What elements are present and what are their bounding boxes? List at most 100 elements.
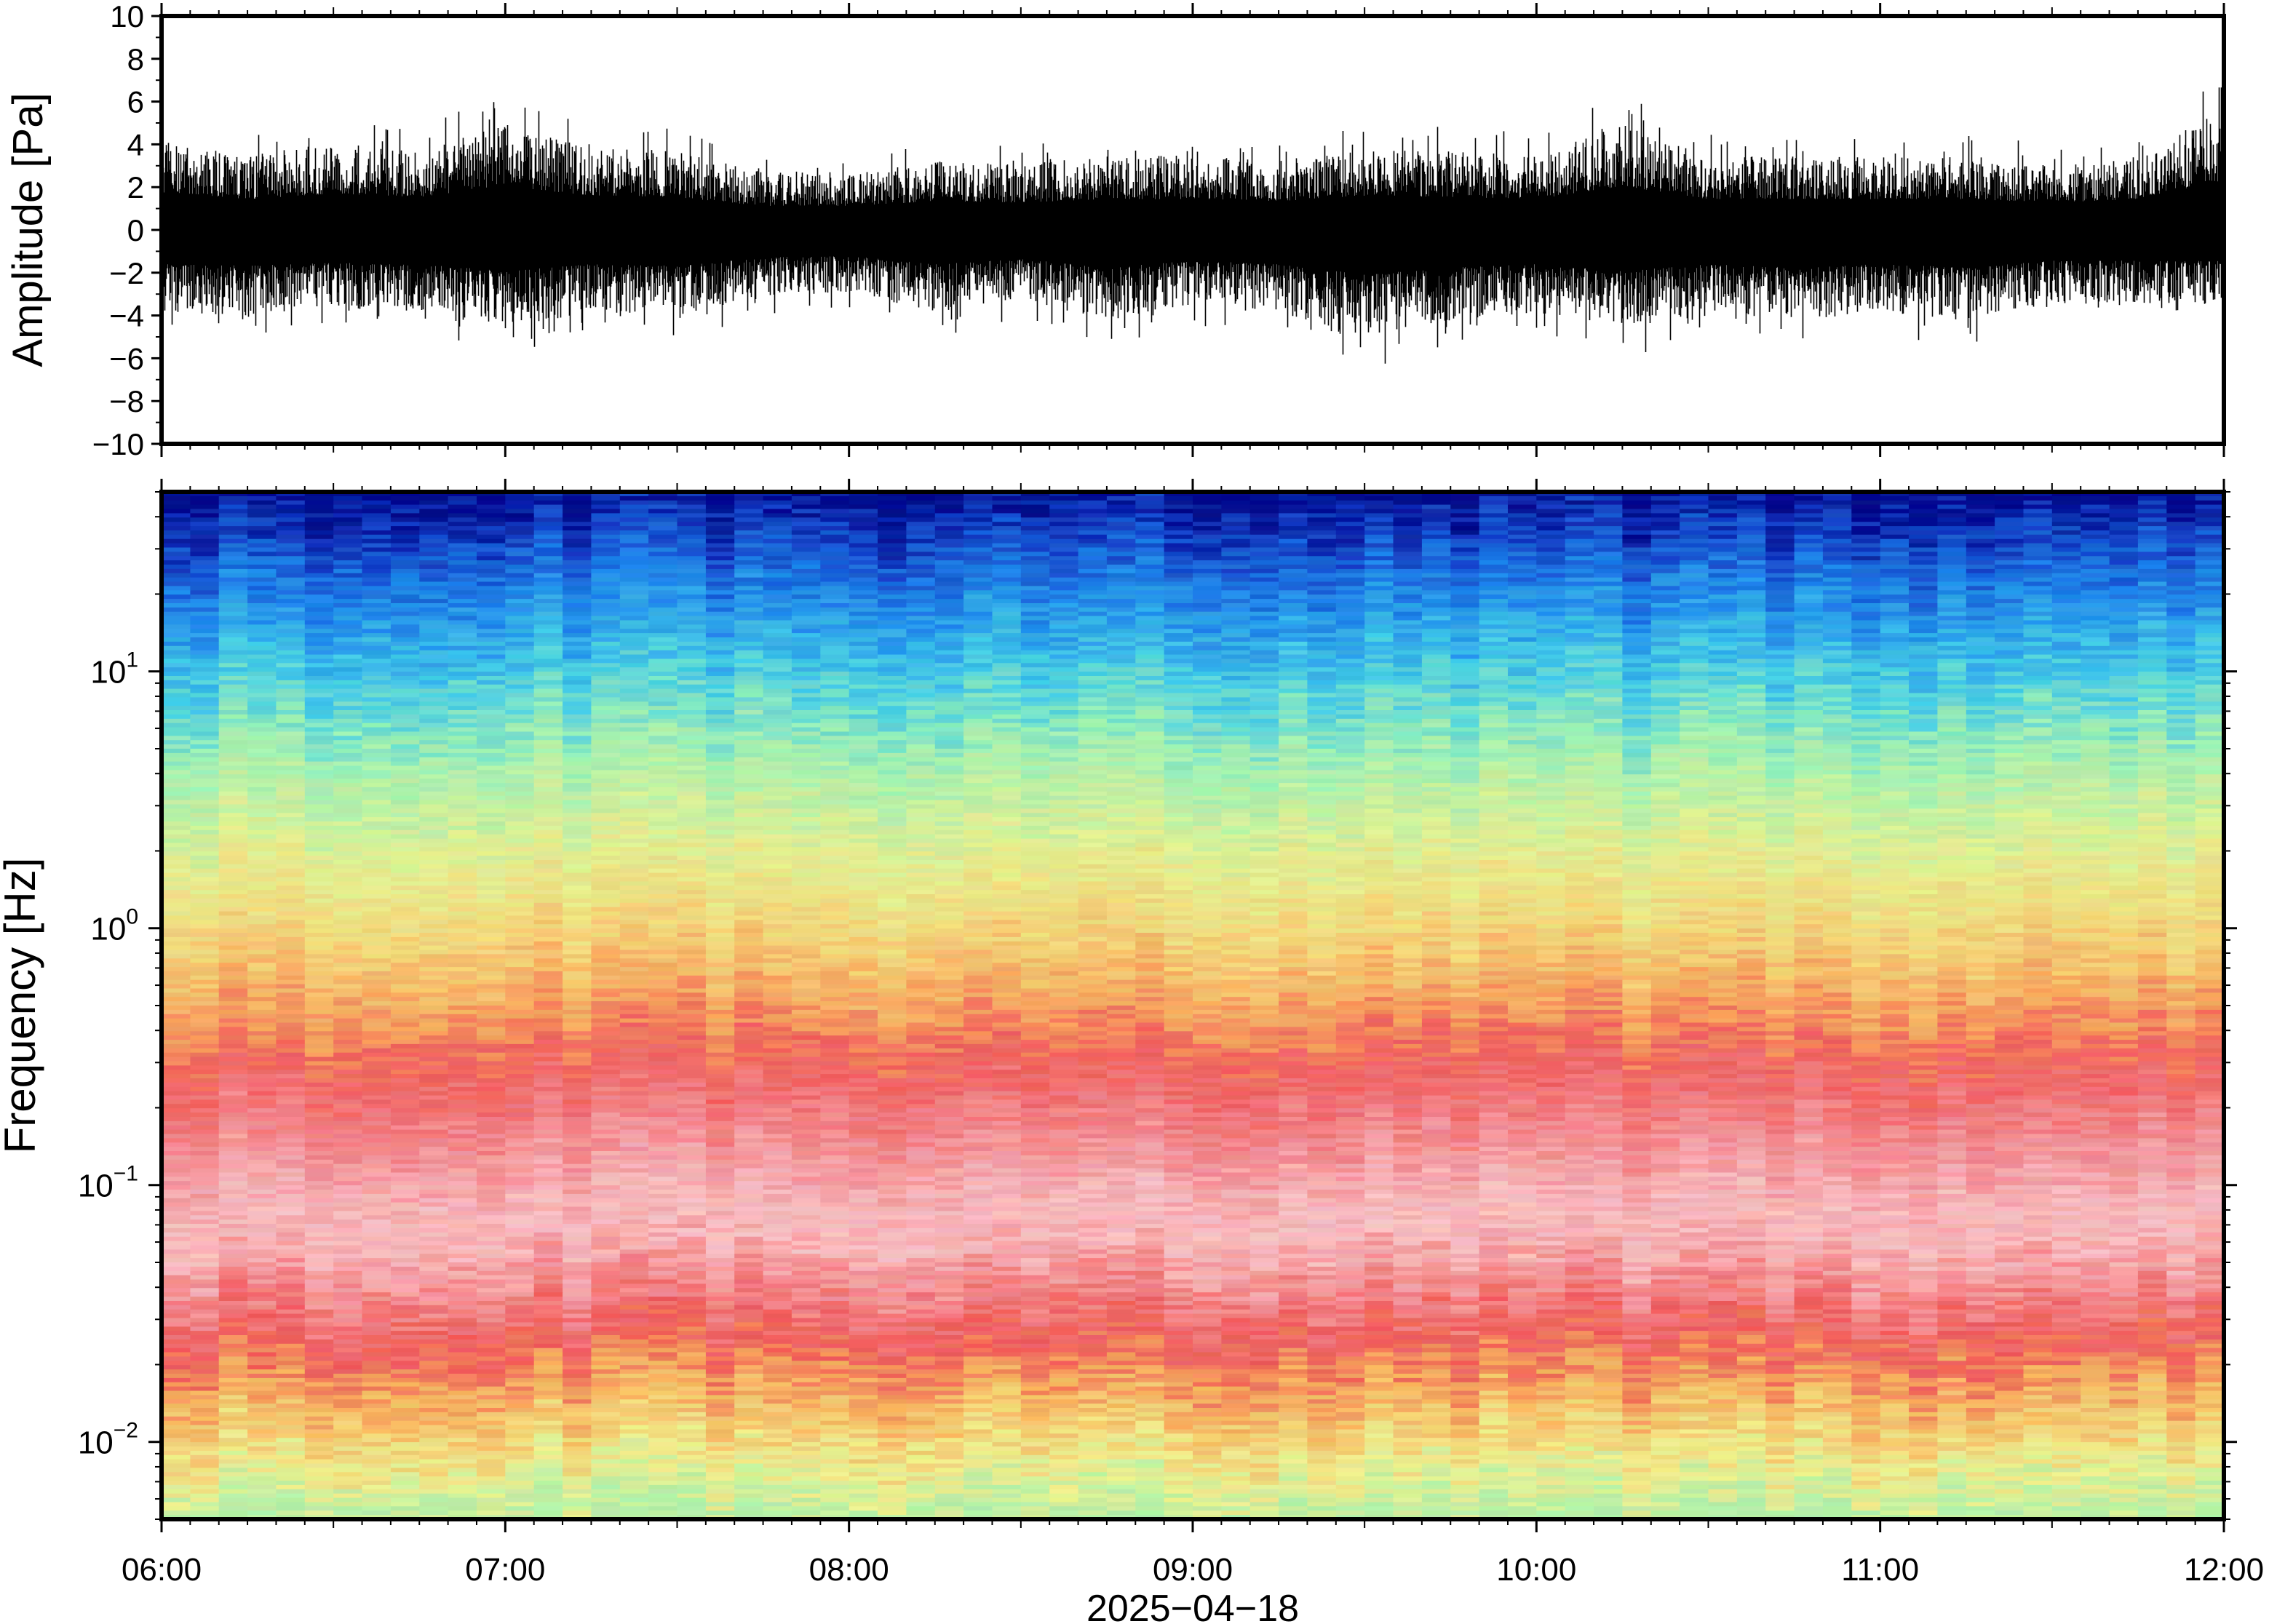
spectrogram-cell: [849, 667, 878, 672]
spectrogram-cell: [648, 667, 678, 672]
spectrogram-cell: [849, 637, 878, 642]
spectrogram-cell: [362, 504, 392, 510]
spectrogram-cell: [677, 684, 707, 690]
spectrogram-cell: [1421, 723, 1451, 728]
spectrogram-cell: [2081, 688, 2110, 694]
spectrogram-cell: [1995, 654, 2024, 660]
spectrogram-cell: [448, 684, 477, 690]
spectrogram-cell: [878, 718, 907, 724]
spectrogram-cell: [934, 697, 964, 702]
spectrogram-cell: [1680, 749, 1709, 754]
spectrogram-cell: [162, 534, 191, 540]
spectrogram-cell: [992, 770, 1022, 775]
spectrogram-cell: [1995, 565, 2024, 570]
spectrogram-cell: [1078, 645, 1108, 651]
spectrogram-cell: [1622, 663, 1652, 668]
spectrogram-cell: [1421, 530, 1451, 536]
spectrogram-cell: [190, 680, 220, 685]
spectrogram-cell: [1650, 761, 1680, 767]
spectrogram-cell: [963, 538, 993, 544]
spectrogram-cell: [1708, 752, 1738, 758]
spectrogram-cell: [791, 495, 821, 501]
spectrogram-cell: [648, 701, 678, 706]
spectrogram-cell: [1708, 701, 1738, 706]
spectrogram-cell: [1421, 667, 1451, 672]
spectrogram-cell: [705, 633, 735, 638]
spectrogram-cell: [878, 697, 907, 702]
spectrogram-cell: [878, 620, 907, 625]
spectrogram-cell: [791, 556, 821, 561]
spectrogram-cell: [648, 645, 678, 651]
spectrogram-cell: [1479, 761, 1509, 767]
spectrogram-cell: [619, 611, 649, 617]
spectrogram-cell: [992, 736, 1022, 741]
spectrogram-cell: [2195, 749, 2224, 754]
spectrogram-cell: [162, 710, 191, 715]
spectrogram-cell: [791, 599, 821, 604]
spectrogram-cell: [763, 509, 792, 514]
spectrogram-cell: [1421, 714, 1451, 720]
spectrogram-cell: [2051, 616, 2081, 621]
spectrogram-cell: [1536, 560, 1566, 565]
spectrogram-cell: [563, 611, 592, 617]
spectrogram-cell: [533, 676, 563, 681]
spectrogram-cell: [2195, 723, 2224, 728]
spectrogram-cell: [1307, 727, 1337, 733]
spectrogram-cell: [2051, 538, 2081, 544]
spectrogram-cell: [1536, 495, 1566, 501]
spectrogram-cell: [963, 620, 993, 625]
spectrogram-cell: [591, 701, 621, 706]
spectrogram-cell: [1307, 556, 1337, 561]
spectrogram-cell: [1995, 693, 2024, 698]
spectrogram-cell: [1995, 607, 2024, 613]
spectrogram-cell: [276, 577, 306, 583]
spectrogram-cell: [477, 611, 506, 617]
spectrogram-cell: [1536, 565, 1566, 570]
spectrogram-cell: [1594, 547, 1624, 552]
spectrogram-cell: [1364, 641, 1394, 647]
spectrogram-cell: [419, 581, 449, 586]
spectrogram-cell: [1421, 650, 1451, 656]
spectrogram-cell: [2195, 526, 2224, 531]
spectrogram-cell: [2109, 573, 2139, 578]
spectrogram-cell: [1335, 761, 1365, 767]
spectrogram-cell: [1020, 736, 1050, 741]
spectrogram-cell: [304, 603, 334, 608]
spectrogram-cell: [1364, 752, 1394, 758]
spectrogram-cell: [934, 603, 964, 608]
spectrogram-cell: [2051, 594, 2081, 600]
spectrogram-cell: [934, 547, 964, 552]
spectrogram-cell: [1880, 697, 1910, 702]
spectrogram-cell: [1851, 556, 1881, 561]
spectrogram-cell: [1594, 688, 1624, 694]
spectrogram-cell: [1594, 770, 1624, 775]
spectrogram-cell: [849, 624, 878, 629]
spectrogram-cell: [276, 565, 306, 570]
spectrogram-cell: [190, 676, 220, 681]
spectrogram-cell: [190, 577, 220, 583]
spectrogram-cell: [2081, 616, 2110, 621]
spectrogram-cell: [1364, 565, 1394, 570]
spectrogram-cell: [1421, 680, 1451, 685]
spectrogram-cell: [1307, 693, 1337, 698]
spectrogram-cell: [1995, 736, 2024, 741]
spectrogram-cell: [1393, 492, 1423, 497]
spectrogram-cell: [1193, 577, 1223, 583]
spectrogram-cell: [734, 680, 764, 685]
spectrogram-cell: [763, 714, 792, 720]
spectrogram-cell: [419, 594, 449, 600]
spectrogram-cell: [591, 757, 621, 763]
spectrogram-cell: [705, 688, 735, 694]
spectrogram-cell: [1078, 607, 1108, 613]
spectrogram-cell: [992, 706, 1022, 711]
spectrogram-cell: [448, 723, 477, 728]
spectrogram-cell: [1909, 522, 1939, 527]
spectrogram-cell: [934, 718, 964, 724]
spectrogram-cell: [648, 534, 678, 540]
spectrogram-cell: [2137, 706, 2167, 711]
spectrogram-cell: [1049, 522, 1079, 527]
spectrogram-cell: [1622, 560, 1652, 565]
spectrogram-cell: [1049, 534, 1079, 540]
spectrogram-cell: [705, 530, 735, 536]
spectrogram-cell: [1708, 736, 1738, 741]
